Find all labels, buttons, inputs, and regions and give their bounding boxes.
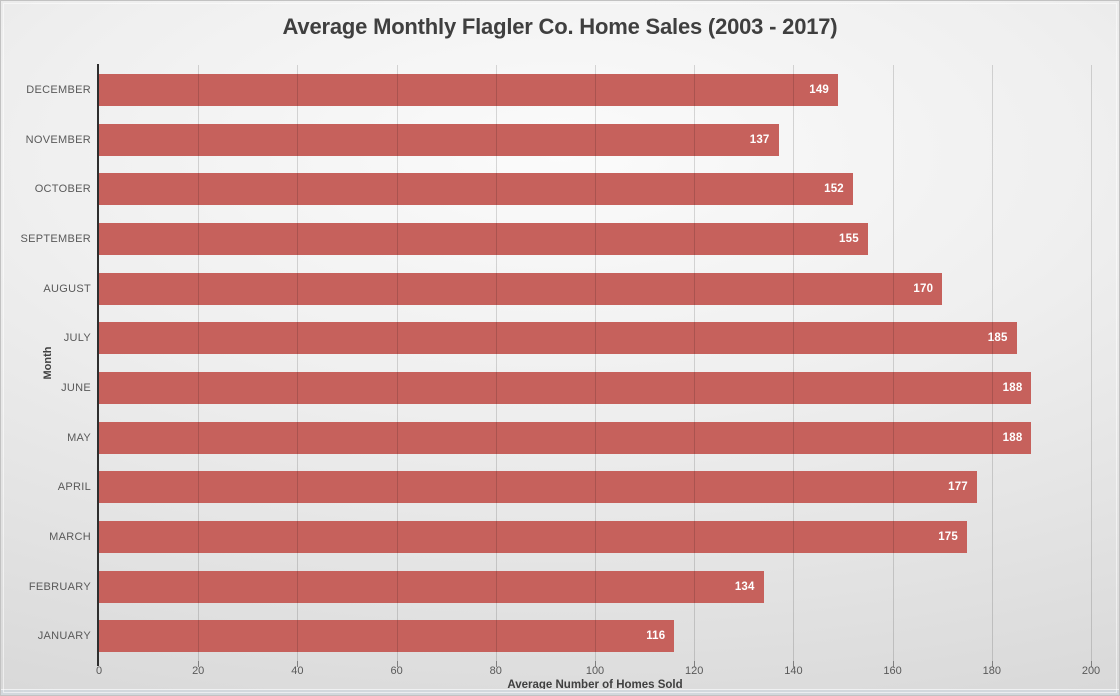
category-label-june: JUNE	[61, 381, 91, 394]
bottom-strip	[1, 690, 1119, 695]
x-tick-label: 180	[982, 665, 1001, 677]
bar-row: 152	[99, 164, 1091, 214]
bar-july: 185	[99, 322, 1017, 355]
category-label-august: AUGUST	[43, 282, 91, 295]
x-tick-label: 100	[585, 665, 605, 677]
tick-mark	[495, 661, 497, 667]
bar-row: 170	[99, 264, 1091, 314]
x-tick-label: 60	[390, 665, 403, 677]
x-tick-label: 160	[883, 665, 902, 677]
bar-may: 188	[99, 421, 1032, 454]
gridline	[1091, 65, 1092, 661]
tick-mark	[1091, 661, 1092, 667]
bar-row: 137	[99, 115, 1091, 165]
chart-title: Average Monthly Flagler Co. Home Sales (…	[282, 14, 838, 39]
bar-row: 116	[99, 611, 1091, 661]
y-axis-line	[97, 64, 99, 666]
bar-row: 185	[99, 313, 1091, 363]
category-label-february: FEBRUARY	[28, 580, 91, 593]
tick-mark	[793, 661, 795, 667]
category-label-september: SEPTEMBER	[20, 232, 91, 245]
bars-layer: 149 137 152 155 170 185 188 188 177 175 134 116	[99, 65, 1091, 661]
bar-january: 116	[99, 620, 675, 653]
tick-mark	[198, 661, 200, 667]
bar-november: 137	[99, 123, 779, 156]
category-label-january: JANUARY	[37, 630, 91, 643]
bar-row: 155	[99, 214, 1091, 264]
bar-row: 134	[99, 562, 1091, 612]
bar-march: 175	[99, 520, 967, 553]
x-axis-tick-labels: 0 20 40 60 80 100 120 140 160 180 200	[95, 665, 1100, 678]
category-label-october: OCTOBER	[34, 183, 91, 196]
category-label-april: APRIL	[57, 481, 91, 494]
bar-value-label: 188	[1002, 381, 1023, 394]
x-tick-label: 140	[784, 665, 803, 677]
bar-row: 188	[99, 413, 1091, 463]
tick-mark	[694, 661, 696, 667]
tick-mark	[396, 661, 398, 667]
x-tick-label: 40	[291, 665, 304, 677]
bar-value-label: 155	[839, 232, 859, 245]
x-tick-label: 200	[1081, 665, 1101, 677]
bar-september: 155	[99, 222, 868, 255]
bar-june: 188	[99, 371, 1032, 404]
bar-value-label: 177	[948, 481, 968, 494]
bar-row: 188	[99, 363, 1091, 413]
bar-value-label: 188	[1002, 431, 1023, 444]
bar-value-label: 134	[734, 580, 755, 593]
x-axis-tick-marks	[99, 661, 1092, 667]
bar-row: 149	[99, 65, 1091, 115]
bar-value-label: 116	[646, 630, 666, 643]
plot-area: 149 137 152 155 170 185 188 188 177 175 134 116	[99, 65, 1092, 661]
bar-row: 175	[99, 512, 1091, 562]
bottom-divider-line	[1, 689, 1119, 690]
x-tick-label: 80	[489, 665, 502, 677]
bar-october: 152	[99, 173, 853, 206]
tick-mark	[297, 661, 299, 667]
bar-december: 149	[99, 73, 839, 106]
bar-value-label: 185	[987, 332, 1008, 345]
category-label-july: JULY	[63, 332, 91, 345]
bar-value-label: 170	[913, 282, 934, 295]
category-label-november: NOVEMBER	[25, 133, 91, 146]
x-axis-title: Average Number of Homes Sold	[507, 679, 683, 691]
bar-august: 170	[99, 272, 943, 305]
bar-row: 177	[99, 462, 1091, 512]
bar-april: 177	[99, 471, 977, 504]
x-tick-label: 120	[685, 665, 704, 677]
tick-mark	[892, 661, 894, 667]
bar-value-label: 137	[749, 133, 770, 146]
tick-mark	[595, 661, 596, 667]
tick-mark	[991, 661, 993, 667]
category-label-december: DECEMBER	[26, 83, 91, 96]
bar-value-label: 175	[938, 530, 958, 543]
bar-value-label: 152	[824, 183, 844, 196]
x-tick-label: 0	[95, 665, 103, 677]
bar-value-label: 149	[809, 83, 830, 96]
x-tick-label: 20	[192, 665, 205, 677]
category-label-march: MARCH	[49, 530, 91, 543]
category-label-may: MAY	[67, 431, 91, 444]
y-axis-category-labels: DECEMBER NOVEMBER OCTOBER SEPTEMBER AUGUST JU…	[1, 65, 91, 661]
bar-february: 134	[99, 570, 764, 603]
